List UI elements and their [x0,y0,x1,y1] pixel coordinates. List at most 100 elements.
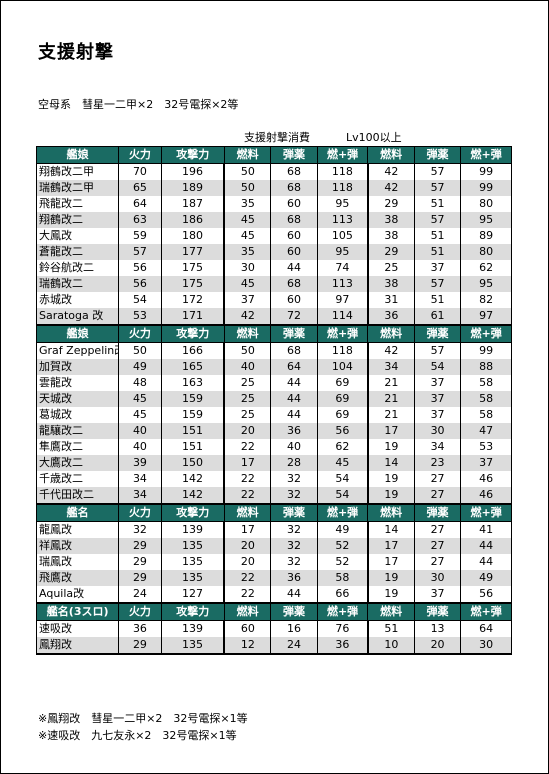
value-cell: 10 [366,637,415,655]
column-header: 火力 [118,503,162,522]
value-cell: 24 [270,637,318,655]
column-header: 燃料 [367,324,415,343]
ship-name-cell: Graf Zeppelin改 [35,342,120,359]
page-title: 支援射撃 [38,42,114,63]
column-header: 燃料 [223,602,272,621]
value-cell: 163 [160,375,225,391]
value-cell: 16 [270,620,318,637]
value-cell: 37 [223,292,272,308]
level-label: Lv100以上 [346,131,402,144]
value-cell: 54 [316,487,369,505]
table-header-row: 艦娘 火力 攻撃力 燃料 弾薬 燃+弾 燃料 弾薬 燃+弾 [35,324,512,343]
value-cell: 25 [223,407,272,423]
value-cell: 47 [460,423,512,439]
value-cell: 44 [270,586,318,604]
table-row: 雲龍改 48 163 25 44 69 21 37 58 [35,375,512,391]
value-cell: 20 [223,538,272,554]
value-cell: 17 [366,554,415,570]
value-cell: 54 [413,359,462,375]
value-cell: 27 [413,554,462,570]
table-row: 天城改 45 159 25 44 69 21 37 58 [35,391,512,407]
value-cell: 104 [316,359,369,375]
value-cell: 118 [316,342,369,359]
column-header: 弾薬 [270,602,318,621]
value-cell: 57 [413,180,462,196]
value-cell: 24 [118,586,162,604]
ship-name-cell: 速吸改 [35,620,120,637]
value-cell: 27 [413,487,462,505]
value-cell: 44 [460,538,512,554]
value-cell: 151 [160,439,225,455]
value-cell: 135 [160,570,225,586]
value-cell: 172 [160,292,225,308]
value-cell: 53 [118,308,162,326]
value-cell: 51 [413,244,462,260]
value-cell: 118 [316,180,369,196]
value-cell: 52 [316,538,369,554]
column-header: 燃+弾 [316,324,369,343]
value-cell: 19 [366,487,415,505]
ship-name-cell: 祥鳳改 [35,538,120,554]
value-cell: 139 [160,521,225,538]
column-header: 弾薬 [413,503,462,522]
value-cell: 34 [366,359,415,375]
table-row: 翔鶴改二甲 70 196 50 68 118 42 57 99 [35,163,512,180]
table-row: 千歳改二 34 142 22 32 54 19 27 46 [35,471,512,487]
value-cell: 80 [460,244,512,260]
value-cell: 51 [413,292,462,308]
value-cell: 38 [366,276,415,292]
value-cell: 17 [366,423,415,439]
value-cell: 46 [460,471,512,487]
value-cell: 20 [223,554,272,570]
column-header: 弾薬 [413,324,462,343]
value-cell: 30 [460,637,512,655]
value-cell: 57 [413,212,462,228]
value-cell: 29 [118,570,162,586]
value-cell: 60 [270,196,318,212]
ship-name-cell: 大鳳改 [35,228,120,244]
value-cell: 97 [316,292,369,308]
value-cell: 196 [160,163,225,180]
value-cell: 14 [366,521,415,538]
column-header: 燃料 [367,602,415,621]
value-cell: 58 [460,391,512,407]
value-cell: 113 [316,212,369,228]
value-cell: 25 [223,391,272,407]
value-cell: 105 [316,228,369,244]
value-cell: 118 [316,163,369,180]
value-cell: 68 [270,276,318,292]
value-cell: 13 [413,620,462,637]
value-cell: 29 [118,554,162,570]
value-cell: 30 [413,570,462,586]
value-cell: 44 [460,554,512,570]
table-row: 加賀改 49 165 40 64 104 34 54 88 [35,359,512,375]
value-cell: 64 [270,359,318,375]
column-header: 燃+弾 [460,503,512,522]
value-cell: 74 [316,260,369,276]
value-cell: 45 [223,228,272,244]
table-row: 鈴谷航改二 56 175 30 44 74 25 37 62 [35,260,512,276]
ship-name-cell: 鈴谷航改二 [35,260,120,276]
table-row: 瑞鳳改 29 135 20 32 52 17 27 44 [35,554,512,570]
table-row: 大鷹改二 39 150 17 28 45 14 23 37 [35,455,512,471]
footnote-hayasui: ※速吸改 九七友永×2 32号電探×1等 [38,729,237,742]
value-cell: 29 [118,538,162,554]
value-cell: 37 [460,455,512,471]
value-cell: 151 [160,423,225,439]
ship-name-cell: 翔鶴改二甲 [35,163,120,180]
value-cell: 42 [366,180,415,196]
value-cell: 68 [270,180,318,196]
value-cell: 65 [118,180,162,196]
footnote-hosho: ※鳳翔改 彗星一二甲×2 32号電探×1等 [38,712,248,725]
ship-name-cell: 龍驤改二 [35,423,120,439]
value-cell: 37 [413,391,462,407]
value-cell: 42 [366,342,415,359]
value-cell: 19 [366,439,415,455]
value-cell: 34 [118,471,162,487]
value-cell: 29 [366,196,415,212]
column-header: 燃料 [367,503,415,522]
value-cell: 27 [413,521,462,538]
value-cell: 54 [316,471,369,487]
value-cell: 135 [160,637,225,655]
value-cell: 166 [160,342,225,359]
